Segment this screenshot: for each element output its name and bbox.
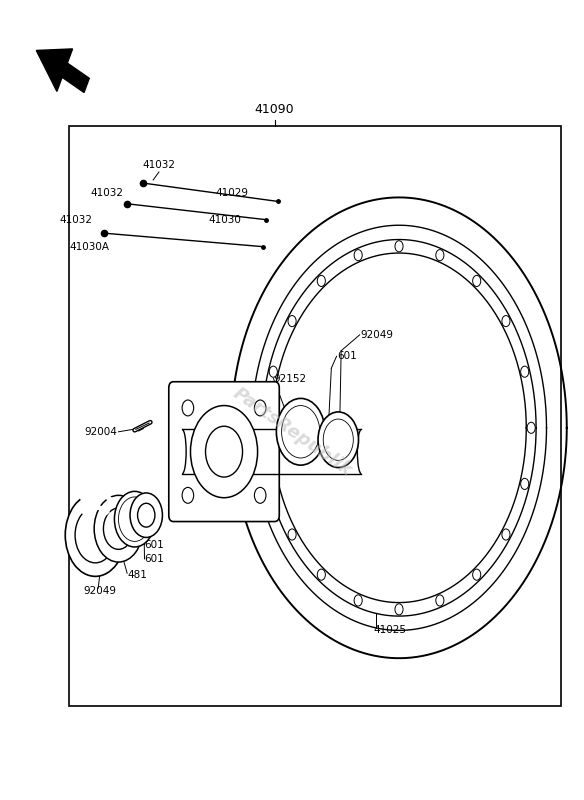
Text: 41025: 41025 [373,626,406,635]
Circle shape [502,529,510,540]
Circle shape [103,508,134,550]
Circle shape [323,419,353,460]
Circle shape [130,493,162,538]
Circle shape [182,487,194,503]
Text: 41032: 41032 [90,189,123,198]
Text: 41090: 41090 [255,102,294,115]
Circle shape [354,595,362,606]
Text: 41030A: 41030A [70,242,110,252]
Circle shape [119,497,151,542]
Circle shape [436,250,444,261]
Circle shape [317,569,325,580]
Circle shape [138,503,155,527]
Circle shape [269,478,277,490]
Text: 481: 481 [127,570,147,580]
Text: 601: 601 [144,554,164,564]
Text: 41032: 41032 [60,214,92,225]
Circle shape [263,422,271,434]
Circle shape [94,495,142,562]
Bar [69,126,561,706]
Circle shape [472,275,481,286]
Circle shape [521,478,529,490]
Circle shape [182,400,194,416]
Circle shape [521,366,529,378]
Circle shape [395,241,403,252]
Circle shape [123,503,146,535]
Circle shape [436,595,444,606]
Text: 92152: 92152 [273,374,307,383]
Circle shape [255,400,266,416]
Circle shape [395,604,403,615]
Circle shape [318,412,359,467]
Text: 41030: 41030 [208,214,241,225]
Circle shape [354,250,362,261]
Polygon shape [36,49,72,91]
Text: 41029: 41029 [215,189,249,198]
Circle shape [75,507,116,563]
Circle shape [288,529,296,540]
Circle shape [472,569,481,580]
Circle shape [114,491,155,547]
Text: PartsRepublik: PartsRepublik [230,384,354,479]
Circle shape [255,487,266,503]
Text: 92004: 92004 [85,426,117,437]
Circle shape [502,315,510,326]
Circle shape [527,422,535,434]
Circle shape [288,315,296,326]
Circle shape [281,406,320,458]
Circle shape [65,494,126,576]
Polygon shape [62,63,89,93]
Circle shape [328,426,349,454]
Text: 601: 601 [144,539,164,550]
Circle shape [286,412,315,452]
Text: 41032: 41032 [142,160,175,170]
Text: 92049: 92049 [84,586,117,596]
FancyBboxPatch shape [169,382,279,522]
Circle shape [190,406,258,498]
Circle shape [317,275,325,286]
Circle shape [276,398,325,465]
Text: 92049: 92049 [360,330,393,340]
Circle shape [269,366,277,378]
Circle shape [206,426,242,477]
Text: 601: 601 [337,351,357,362]
